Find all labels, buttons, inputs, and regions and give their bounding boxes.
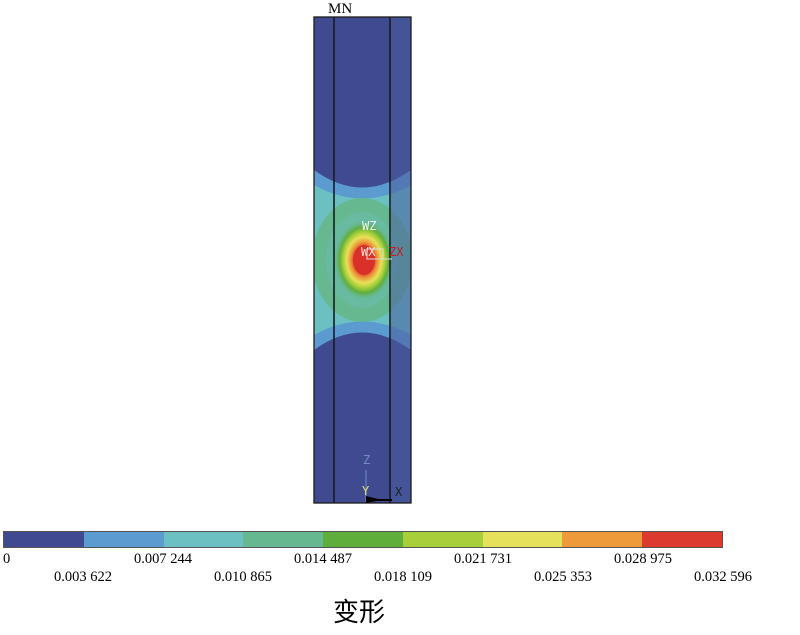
hotspot-label-wx: WX bbox=[361, 245, 376, 259]
color-legend bbox=[3, 531, 723, 548]
legend-band-3 bbox=[243, 532, 324, 547]
legend-band-8 bbox=[642, 532, 723, 547]
tube-outline bbox=[313, 16, 412, 504]
hotspot-label-wz: WZ bbox=[362, 219, 377, 233]
legend-band-1 bbox=[83, 532, 164, 547]
legend-band-6 bbox=[482, 532, 563, 547]
legend-tick-6: 0.021 731 bbox=[454, 551, 512, 567]
tube-body bbox=[314, 17, 411, 503]
legend-tick-5: 0.018 109 bbox=[374, 569, 432, 585]
legend-band-5 bbox=[402, 532, 483, 547]
axis-label-x: X bbox=[395, 485, 403, 499]
legend-tick-1: 0.003 622 bbox=[54, 569, 112, 585]
legend-band-7 bbox=[562, 532, 643, 547]
legend-band-4 bbox=[323, 532, 403, 547]
legend-tick-3: 0.010 865 bbox=[214, 569, 272, 585]
axis-label-y: Y bbox=[362, 484, 370, 498]
node-label-mn: MN bbox=[328, 1, 353, 17]
caption: 变形 bbox=[333, 598, 386, 628]
legend-tick-8: 0.028 975 bbox=[614, 551, 672, 567]
legend-tick-2: 0.007 244 bbox=[134, 551, 192, 567]
axis-triad bbox=[365, 470, 392, 503]
legend-tick-4: 0.014 487 bbox=[294, 551, 352, 567]
hotspot-label-zx: ZX bbox=[389, 245, 404, 259]
legend-band-0 bbox=[4, 532, 84, 547]
hotspot-marker bbox=[366, 248, 392, 260]
legend-tick-0: 0 bbox=[3, 551, 11, 567]
legend-tick-7: 0.025 353 bbox=[534, 569, 592, 585]
legend-band-2 bbox=[163, 532, 244, 547]
axis-label-z: Z bbox=[363, 453, 371, 467]
legend-tick-9: 0.032 596 bbox=[694, 569, 752, 585]
